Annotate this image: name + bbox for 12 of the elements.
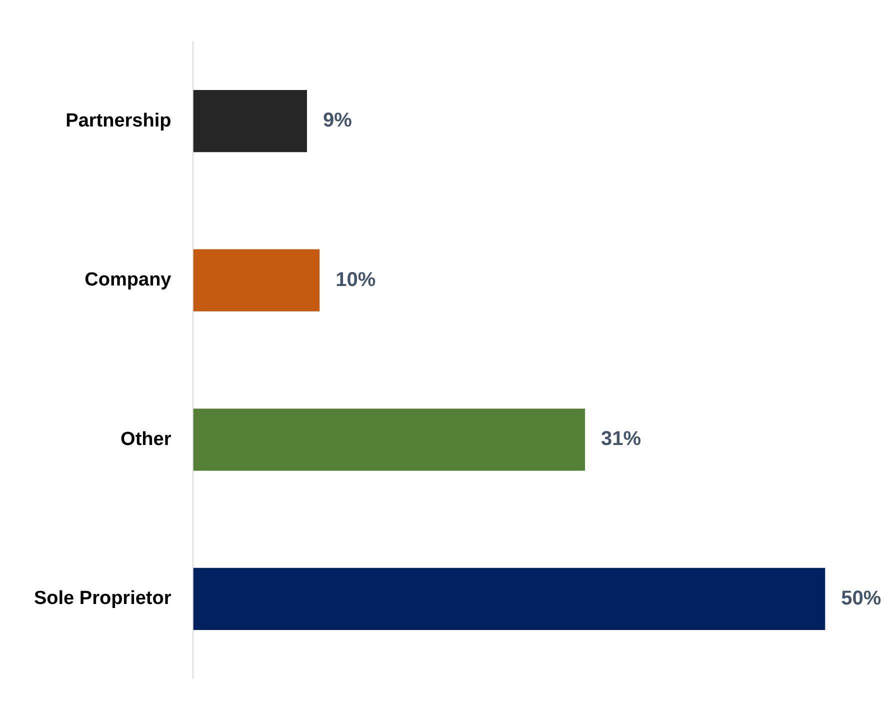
y-tick-label: Other — [120, 428, 172, 450]
data-label: 9% — [322, 110, 352, 132]
bar — [193, 568, 826, 630]
bar — [193, 408, 586, 471]
bar — [193, 90, 307, 152]
data-label: 10% — [336, 268, 376, 291]
y-tick-label: Partnership — [66, 110, 172, 132]
bar — [193, 249, 320, 312]
y-tick-label: Company — [84, 270, 172, 291]
data-label: 50% — [841, 587, 882, 610]
data-label: 31% — [601, 428, 642, 450]
y-tick-label: Sole Proprietor — [34, 588, 172, 610]
